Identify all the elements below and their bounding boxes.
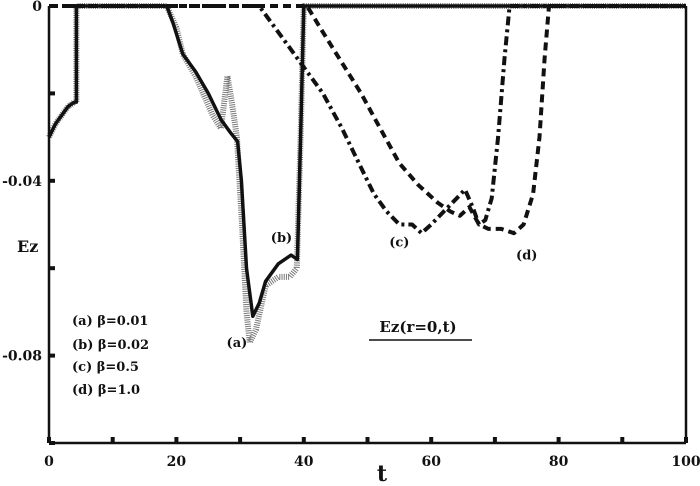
y-tick (49, 441, 55, 445)
curve-labels: (a) (b) (c) (d) (227, 231, 538, 351)
x-tick (301, 437, 306, 443)
y-tick-label: -0.04 (2, 174, 42, 190)
legend-item-d: (d) β=1.0 (72, 383, 140, 398)
axes (47, 6, 688, 445)
y-tick (49, 91, 55, 96)
x-axis-title: t (377, 461, 388, 486)
legend-item-a: (a) β=0.01 (72, 314, 148, 329)
x-tick (620, 437, 625, 443)
legend-item-b: (b) β=0.02 (72, 338, 149, 353)
x-tick (110, 437, 115, 443)
legend: (a) β=0.01 (b) β=0.02 (c) β=0.5 (d) β=1.… (72, 314, 149, 398)
plot-lines (46, 3, 686, 346)
x-tick (238, 437, 243, 443)
curve-label: (c) (389, 235, 409, 250)
curve-label: (d) (516, 248, 537, 263)
series-line-0 (46, 3, 686, 346)
x-tick (492, 437, 497, 443)
x-tick-label: 80 (549, 454, 569, 470)
y-tick (49, 178, 55, 183)
x-tick-label: 0 (44, 454, 54, 470)
plot-title: Ez(r=0,t) (379, 318, 456, 336)
y-tick (49, 4, 55, 8)
plot-title-group: Ez(r=0,t) (369, 318, 472, 341)
x-tick (556, 437, 561, 443)
y-tick (49, 353, 55, 358)
series-line-1 (47, 4, 686, 319)
x-tick (47, 437, 51, 443)
legend-item-c: (c) β=0.5 (72, 360, 139, 375)
y-tick (49, 266, 55, 271)
x-tick (174, 437, 179, 443)
x-tick-label: 60 (421, 454, 441, 470)
ticks (47, 4, 688, 445)
series-line-2 (49, 4, 686, 236)
tick-labels: 0 20 40 60 80 100 0 -0.04 -0.08 (2, 0, 700, 470)
series-line-3 (49, 4, 686, 236)
x-tick-label: 40 (294, 454, 314, 470)
x-tick (684, 437, 688, 443)
x-tick (365, 437, 370, 443)
curve-label: (b) (271, 231, 292, 246)
x-tick-label: 100 (671, 454, 700, 470)
x-tick-label: 20 (167, 454, 187, 470)
curve-label: (a) (227, 336, 248, 351)
x-tick (429, 437, 434, 443)
y-tick-label: -0.08 (2, 349, 42, 365)
y-axis-title: Ez (17, 237, 38, 256)
y-tick-label: 0 (32, 0, 42, 15)
